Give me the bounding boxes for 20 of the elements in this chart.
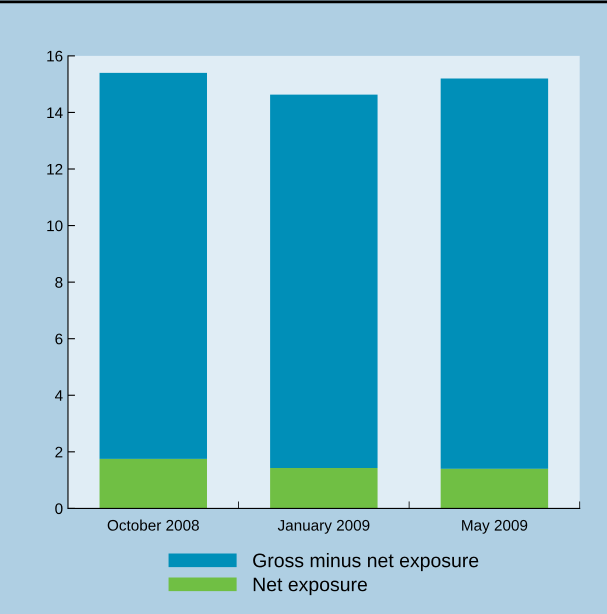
- y-tick-label: 16: [47, 50, 62, 62]
- x-tick-label: January 2009: [278, 520, 370, 534]
- bar: [440, 468, 548, 508]
- bar: [100, 458, 207, 508]
- y-tick-label: 8: [55, 277, 62, 288]
- y-tick-label: 14: [47, 107, 63, 118]
- bar: [100, 72, 207, 459]
- legend-label: Gross minus net exposure: [253, 553, 478, 572]
- y-tick-label: 2: [55, 446, 62, 458]
- x-tick-label: October 2008: [108, 520, 199, 531]
- bar: [270, 468, 378, 508]
- x-tick-label: May 2009: [462, 520, 528, 534]
- y-tick-label: 6: [55, 334, 62, 344]
- y-tick-label: 4: [54, 390, 63, 401]
- y-tick-label: 12: [47, 164, 62, 175]
- y-tick-label: 0: [55, 503, 63, 514]
- bar: [270, 94, 378, 468]
- legend-label: Net exposure: [254, 578, 367, 596]
- y-tick-label: 10: [47, 220, 63, 232]
- bar: [440, 78, 548, 469]
